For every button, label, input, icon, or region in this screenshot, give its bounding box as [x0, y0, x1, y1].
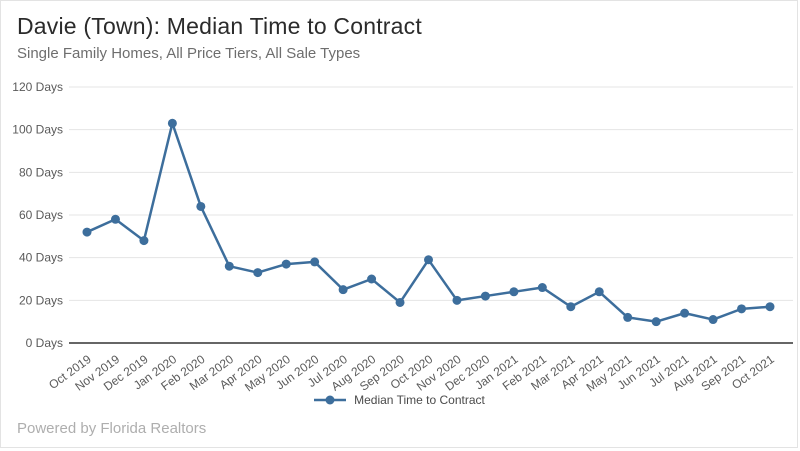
y-axis-tick-label: 40 Days: [19, 251, 63, 265]
data-point[interactable]: [651, 317, 661, 327]
data-point[interactable]: [537, 283, 547, 293]
data-point[interactable]: [395, 297, 405, 307]
data-point[interactable]: [82, 227, 92, 237]
y-axis-tick-label: 100 Days: [12, 123, 63, 137]
page-title: Davie (Town): Median Time to Contract: [17, 13, 422, 39]
legend-marker-icon: [314, 395, 347, 405]
data-point[interactable]: [594, 287, 604, 297]
legend-item[interactable]: Median Time to Contract: [1, 393, 797, 407]
y-axis-tick-label: 20 Days: [19, 293, 63, 307]
data-point[interactable]: [765, 302, 775, 312]
data-point[interactable]: [509, 287, 519, 297]
data-point[interactable]: [110, 214, 120, 224]
data-point[interactable]: [139, 236, 149, 246]
y-axis-tick-label: 80 Days: [19, 165, 63, 179]
data-point[interactable]: [424, 255, 433, 265]
page-subtitle: Single Family Homes, All Price Tiers, Al…: [17, 45, 361, 62]
data-point[interactable]: [623, 312, 633, 322]
powered-by-text: Powered by Florida Realtors: [17, 420, 207, 437]
legend-label: Median Time to Contract: [354, 393, 485, 407]
data-point[interactable]: [338, 285, 348, 295]
data-point[interactable]: [310, 257, 320, 267]
data-point[interactable]: [680, 308, 690, 318]
data-point[interactable]: [281, 259, 291, 269]
data-point[interactable]: [196, 201, 206, 211]
data-point[interactable]: [708, 315, 718, 325]
data-point[interactable]: [367, 274, 377, 284]
series-line: [85, 122, 772, 323]
data-point[interactable]: [452, 295, 462, 305]
data-point[interactable]: [167, 118, 177, 128]
y-axis-tick-label: 60 Days: [19, 208, 63, 222]
data-point[interactable]: [253, 268, 263, 278]
data-point[interactable]: [480, 291, 490, 301]
data-point[interactable]: [737, 304, 747, 314]
data-point[interactable]: [566, 302, 576, 312]
y-axis-tick-label: 120 Days: [12, 80, 63, 94]
data-point[interactable]: [224, 261, 234, 271]
y-axis-tick-label: 0 Days: [26, 336, 63, 350]
